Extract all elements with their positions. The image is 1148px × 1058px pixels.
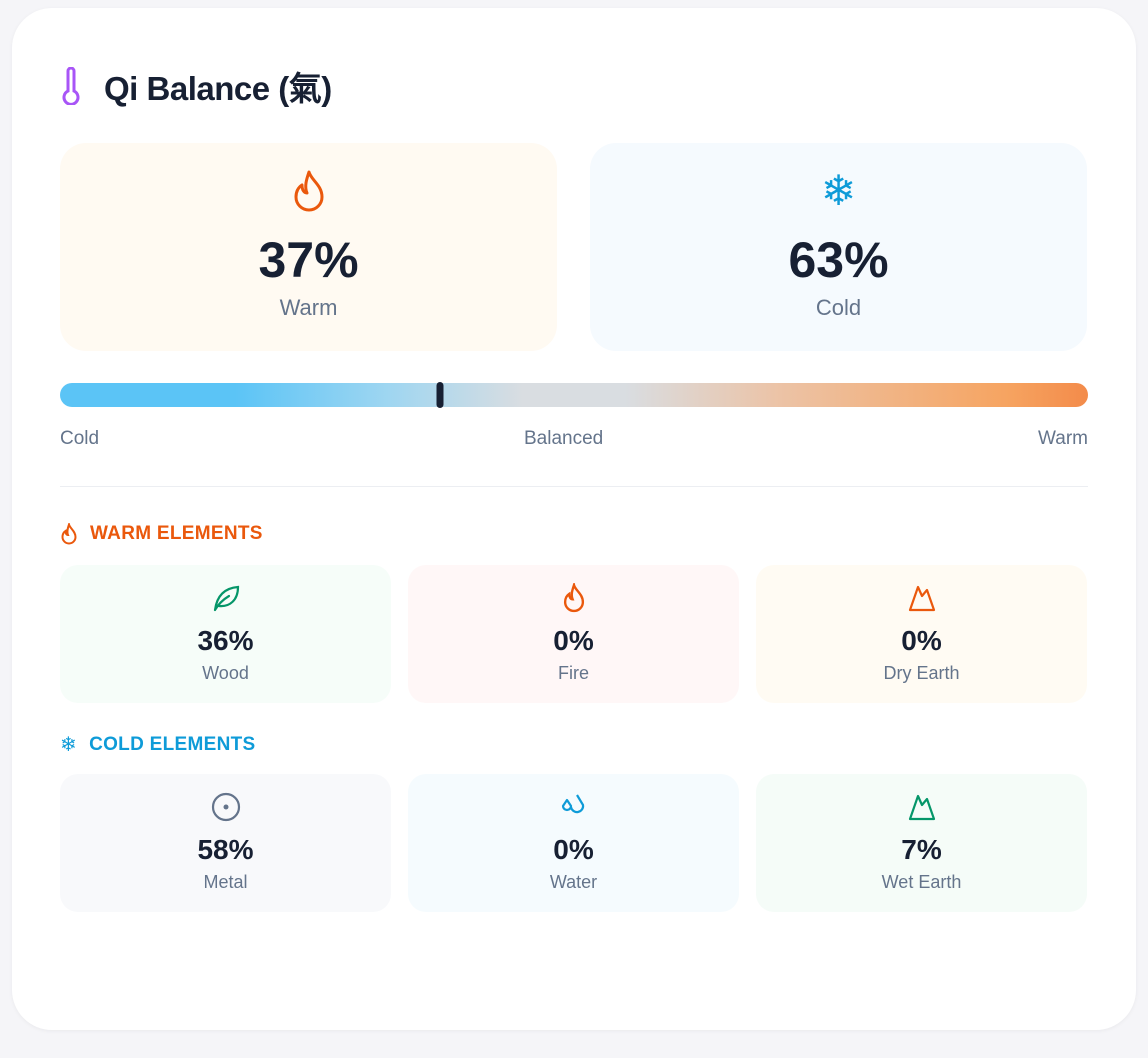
- divider: [60, 486, 1088, 487]
- scale-label-cold: Cold: [60, 428, 100, 449]
- metal-circle-icon: [211, 792, 240, 822]
- warm-heading-text: WARM ELEMENTS: [90, 523, 263, 544]
- cold-heading-text: COLD ELEMENTS: [89, 733, 256, 755]
- warm-label: Warm: [279, 295, 338, 320]
- snowflake-icon: ❄: [60, 734, 78, 756]
- element-percent: 0%: [901, 625, 942, 656]
- scale-label-warm: Warm: [1038, 428, 1088, 449]
- element-label: Fire: [558, 663, 589, 683]
- flame-icon: [294, 170, 323, 212]
- scale-label-balanced: Balanced: [524, 428, 604, 449]
- thermometer-icon: [62, 67, 80, 105]
- warm-elements-heading: WARM ELEMENTS: [60, 523, 263, 545]
- balance-scale-bar: [60, 382, 1088, 408]
- element-label: Metal: [203, 872, 248, 892]
- element-percent: 36%: [197, 625, 254, 656]
- title-text: Qi Balance (氣): [104, 70, 332, 107]
- cold-percent: 63%: [788, 232, 889, 288]
- snowflake-icon: ❄: [820, 167, 857, 214]
- flame-icon: [61, 523, 77, 545]
- page-title: Qi Balance (氣): [60, 62, 332, 110]
- element-percent: 0%: [553, 834, 594, 865]
- element-label: Water: [549, 872, 598, 892]
- cold-elements-heading: ❄ COLD ELEMENTS: [60, 732, 256, 757]
- cold-summary: ❄ 63% Cold: [590, 143, 1087, 351]
- element-label: Wood: [202, 663, 249, 683]
- mountain-icon: [908, 794, 935, 821]
- element-percent: 58%: [197, 834, 254, 865]
- warm-percent: 37%: [258, 232, 359, 288]
- warm-summary: 37% Warm: [60, 143, 557, 351]
- element-card-metal: 58% Metal: [60, 774, 391, 912]
- element-card-fire: 0% Fire: [408, 565, 739, 703]
- mountain-icon: [908, 585, 935, 612]
- element-percent: 7%: [901, 834, 942, 865]
- balance-marker: [436, 382, 444, 408]
- element-card-wood: 36% Wood: [60, 565, 391, 703]
- element-card-wet-earth: 7% Wet Earth: [756, 774, 1087, 912]
- flame-icon: [563, 583, 584, 613]
- droplets-icon: [561, 794, 584, 814]
- element-label: Wet Earth: [881, 872, 962, 892]
- element-label: Dry Earth: [883, 663, 960, 683]
- element-percent: 0%: [553, 625, 594, 656]
- element-card-dry-earth: 0% Dry Earth: [756, 565, 1087, 703]
- leaf-icon: [213, 585, 239, 612]
- element-card-water: 0% Water: [408, 774, 739, 912]
- cold-label: Cold: [815, 295, 862, 320]
